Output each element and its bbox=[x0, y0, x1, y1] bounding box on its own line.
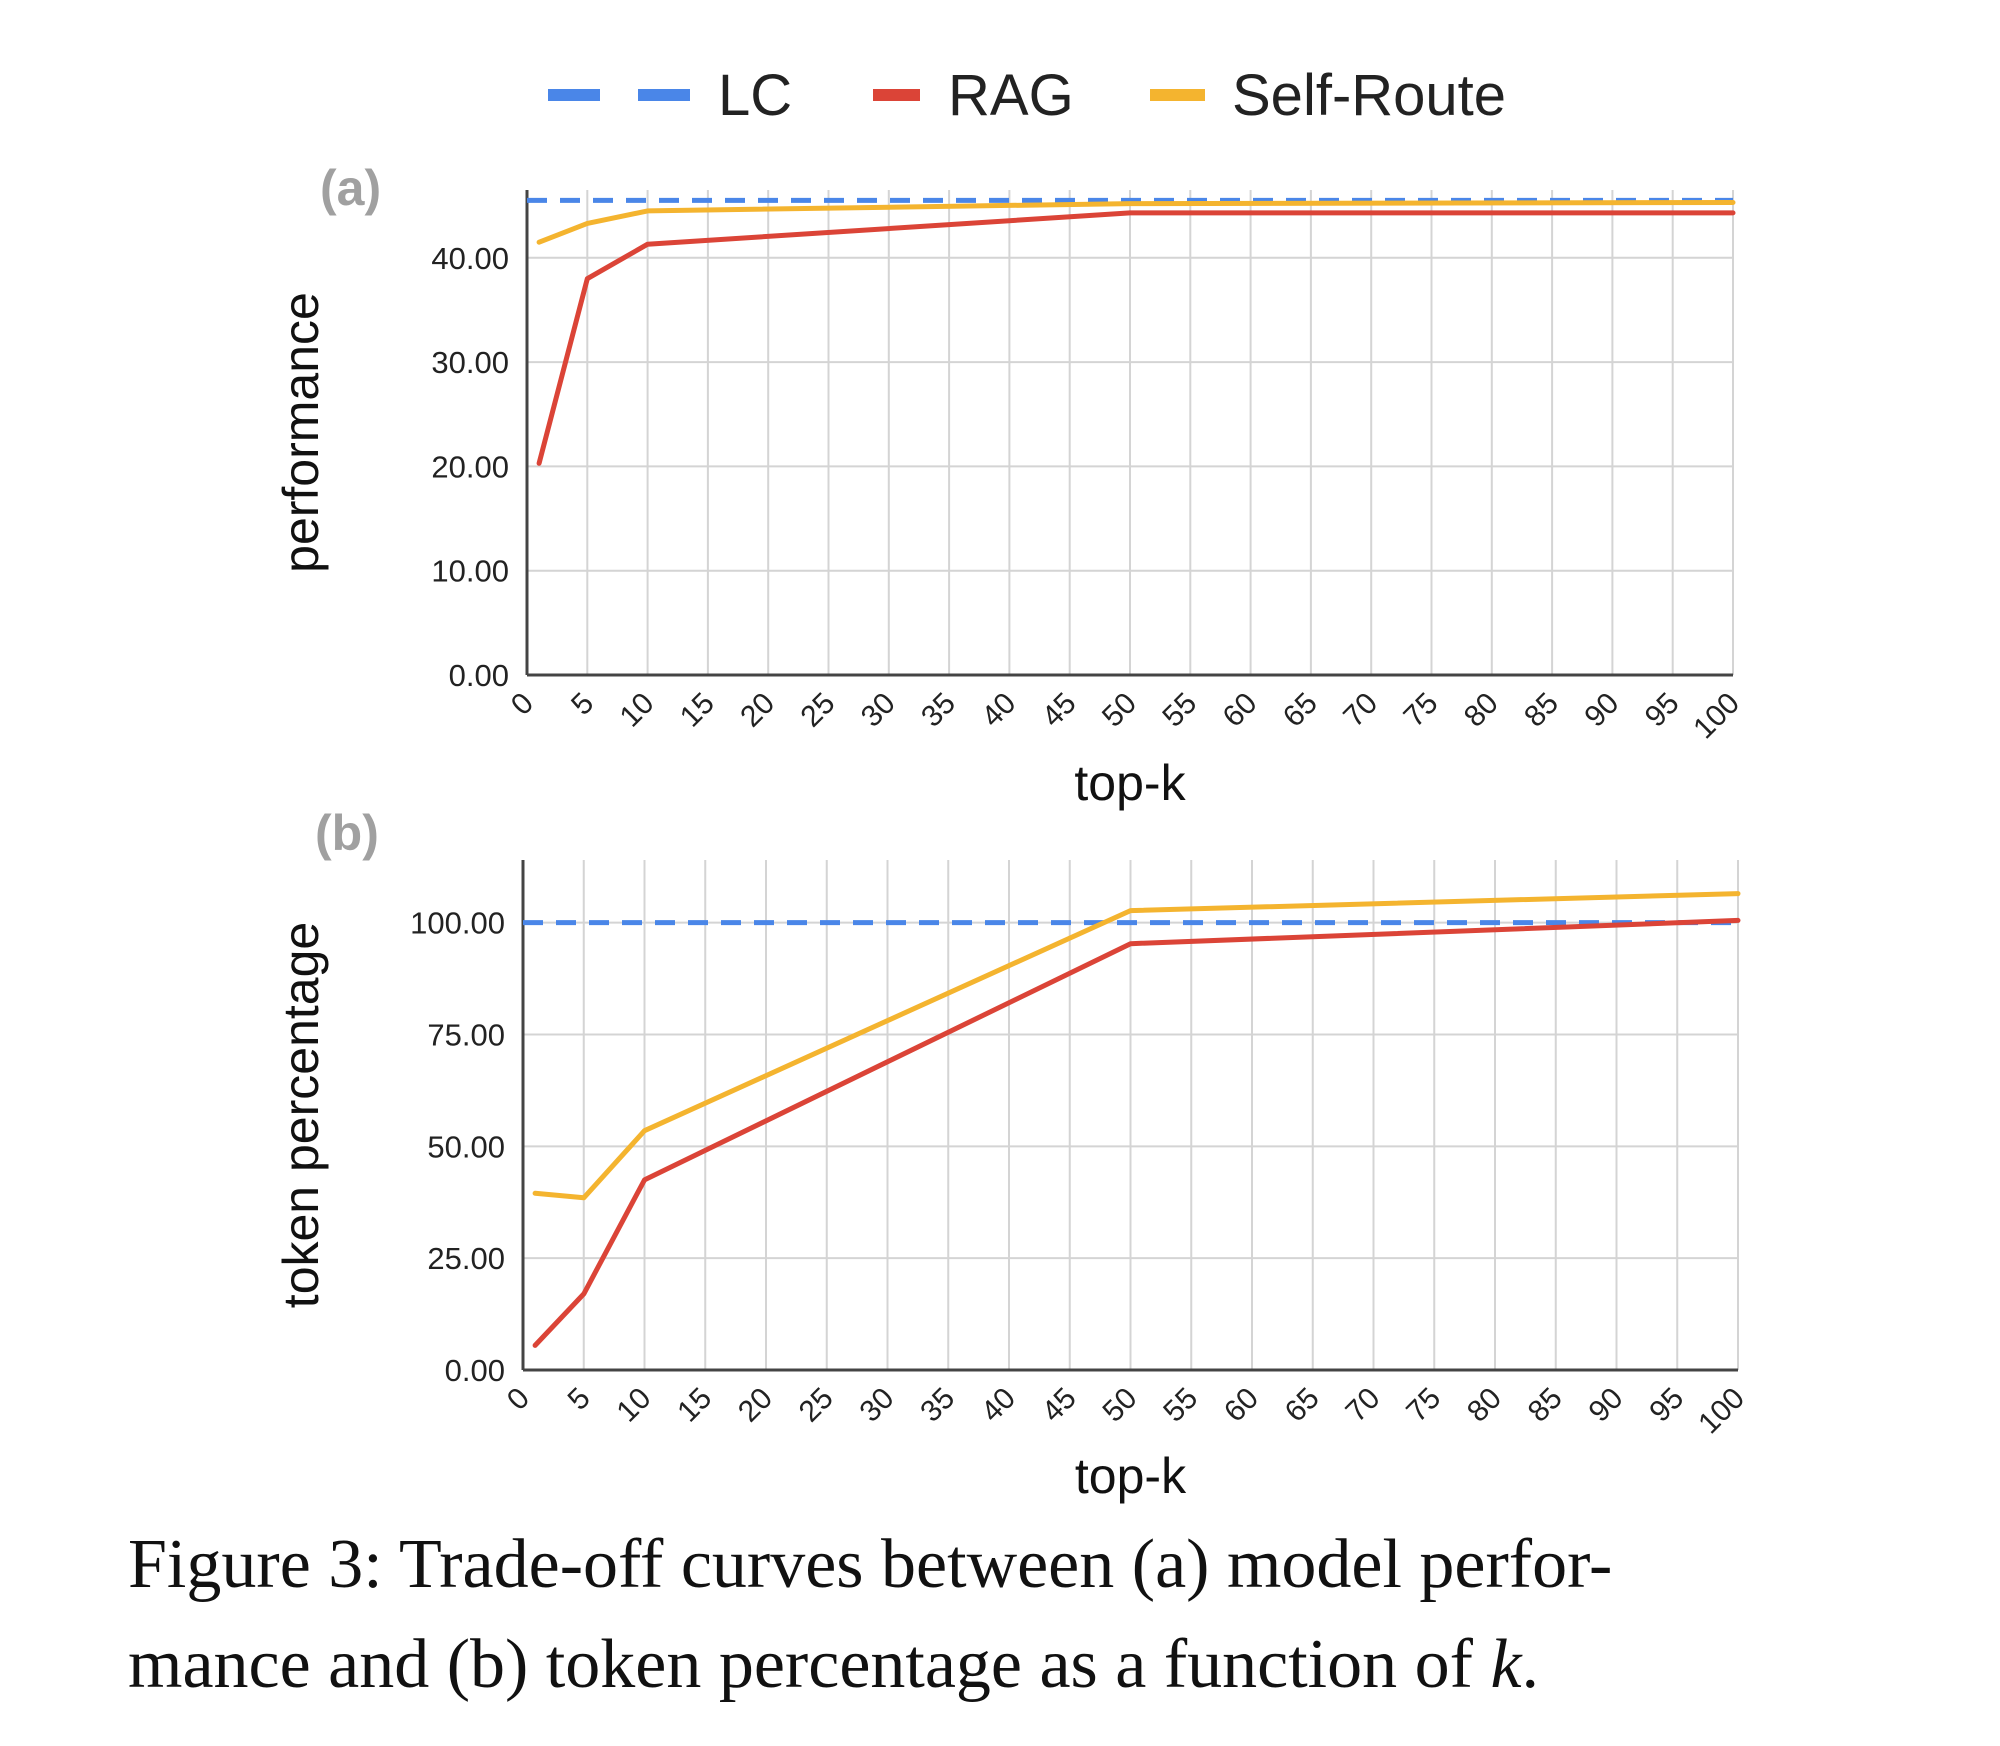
x-tick-label: 35 bbox=[914, 1382, 961, 1429]
x-tick-label: 15 bbox=[674, 687, 721, 734]
x-tick-label: 0 bbox=[505, 687, 540, 722]
x-tick-label: 60 bbox=[1218, 1382, 1265, 1429]
x-tick-label: 25 bbox=[793, 1382, 840, 1429]
figure-caption: Figure 3: Trade-off curves between (a) m… bbox=[128, 1515, 1948, 1715]
x-axis-title: top-k bbox=[1074, 755, 1186, 811]
x-tick-label: 10 bbox=[614, 687, 661, 734]
x-tick-label: 30 bbox=[855, 687, 902, 734]
y-tick-label: 50.00 bbox=[427, 1129, 505, 1164]
x-tick-label: 15 bbox=[671, 1382, 718, 1429]
y-tick-label: 30.00 bbox=[431, 345, 509, 380]
x-tick-label: 55 bbox=[1156, 687, 1203, 734]
legend-label-lc: LC bbox=[718, 63, 792, 128]
legend: LC RAG Self-Route bbox=[548, 63, 1506, 128]
panel-b-token-percentage-chart: 0.00 25.00 50.00 75.00 100.00 0 5 10 15 20 25 30 35 4… bbox=[273, 805, 1751, 1504]
x-tick-label: 80 bbox=[1461, 1382, 1508, 1429]
x-tick-label: 45 bbox=[1036, 687, 1083, 734]
x-tick-label: 65 bbox=[1277, 687, 1324, 734]
x-tick-label: 5 bbox=[565, 687, 600, 722]
y-tick-label: 20.00 bbox=[431, 449, 509, 484]
y-tick-label: 40.00 bbox=[431, 241, 509, 276]
x-axis-title: top-k bbox=[1075, 1448, 1187, 1504]
x-tick-label: 50 bbox=[1097, 1382, 1144, 1429]
x-tick-label: 100 bbox=[1687, 687, 1746, 746]
panel-a-performance-chart: 0.00 10.00 20.00 30.00 40.00 0 5 10 15 20 25 30 35 40… bbox=[273, 160, 1746, 811]
series-line-rag bbox=[532, 917, 1741, 1348]
y-axis-title: token percentage bbox=[273, 922, 329, 1308]
y-tick-label: 10.00 bbox=[431, 554, 509, 589]
x-tick-label: 40 bbox=[975, 687, 1022, 734]
x-tick-label: 90 bbox=[1578, 687, 1625, 734]
x-tick-label: 100 bbox=[1692, 1382, 1751, 1441]
legend-label-rag: RAG bbox=[948, 63, 1074, 128]
x-tick-label: 20 bbox=[734, 687, 781, 734]
x-tick-label: 75 bbox=[1398, 687, 1445, 734]
x-tick-label: 25 bbox=[795, 687, 842, 734]
x-tick-label: 75 bbox=[1400, 1382, 1447, 1429]
x-tick-label: 70 bbox=[1340, 1382, 1387, 1429]
x-tick-label: 55 bbox=[1157, 1382, 1204, 1429]
x-tick-label: 5 bbox=[562, 1382, 597, 1417]
series-line-rag bbox=[536, 210, 1736, 466]
x-tick-label: 85 bbox=[1518, 687, 1565, 734]
x-tick-label: 20 bbox=[732, 1382, 779, 1429]
x-tick-label: 85 bbox=[1522, 1382, 1569, 1429]
panel-label: (b) bbox=[315, 805, 379, 861]
x-tick-label: 50 bbox=[1096, 687, 1143, 734]
x-tick-label: 65 bbox=[1279, 1382, 1326, 1429]
x-tick-label: 45 bbox=[1036, 1382, 1083, 1429]
x-tick-label: 0 bbox=[501, 1382, 536, 1417]
x-tick-label: 40 bbox=[975, 1382, 1022, 1429]
caption-line-2-text: mance and (b) token percentage as a func… bbox=[128, 1626, 1491, 1703]
x-tick-label: 70 bbox=[1337, 687, 1384, 734]
caption-variable-k: k bbox=[1490, 1626, 1522, 1703]
caption-line-2-end: . bbox=[1521, 1626, 1540, 1703]
x-tick-label: 60 bbox=[1217, 687, 1264, 734]
series-line-self-route bbox=[536, 200, 1736, 245]
x-tick-label: 30 bbox=[854, 1382, 901, 1429]
x-tick-label: 80 bbox=[1458, 687, 1505, 734]
caption-line-2: mance and (b) token percentage as a func… bbox=[128, 1615, 1948, 1715]
caption-line-1: Figure 3: Trade-off curves between (a) m… bbox=[128, 1526, 1613, 1603]
x-tick-label: 90 bbox=[1583, 1382, 1630, 1429]
y-tick-label: 0.00 bbox=[449, 658, 509, 693]
x-tick-label: 95 bbox=[1639, 687, 1686, 734]
panel-label: (a) bbox=[320, 160, 381, 216]
y-tick-label: 25.00 bbox=[427, 1241, 505, 1276]
y-tick-label: 0.00 bbox=[445, 1353, 505, 1388]
y-axis-title: performance bbox=[273, 292, 329, 573]
y-tick-label: 75.00 bbox=[427, 1017, 505, 1052]
x-tick-label: 10 bbox=[611, 1382, 658, 1429]
x-tick-label: 95 bbox=[1643, 1382, 1690, 1429]
legend-label-self-route: Self-Route bbox=[1232, 63, 1506, 128]
x-tick-label: 35 bbox=[915, 687, 962, 734]
series-line-self-route bbox=[532, 891, 1741, 1201]
y-tick-label: 100.00 bbox=[410, 906, 505, 941]
